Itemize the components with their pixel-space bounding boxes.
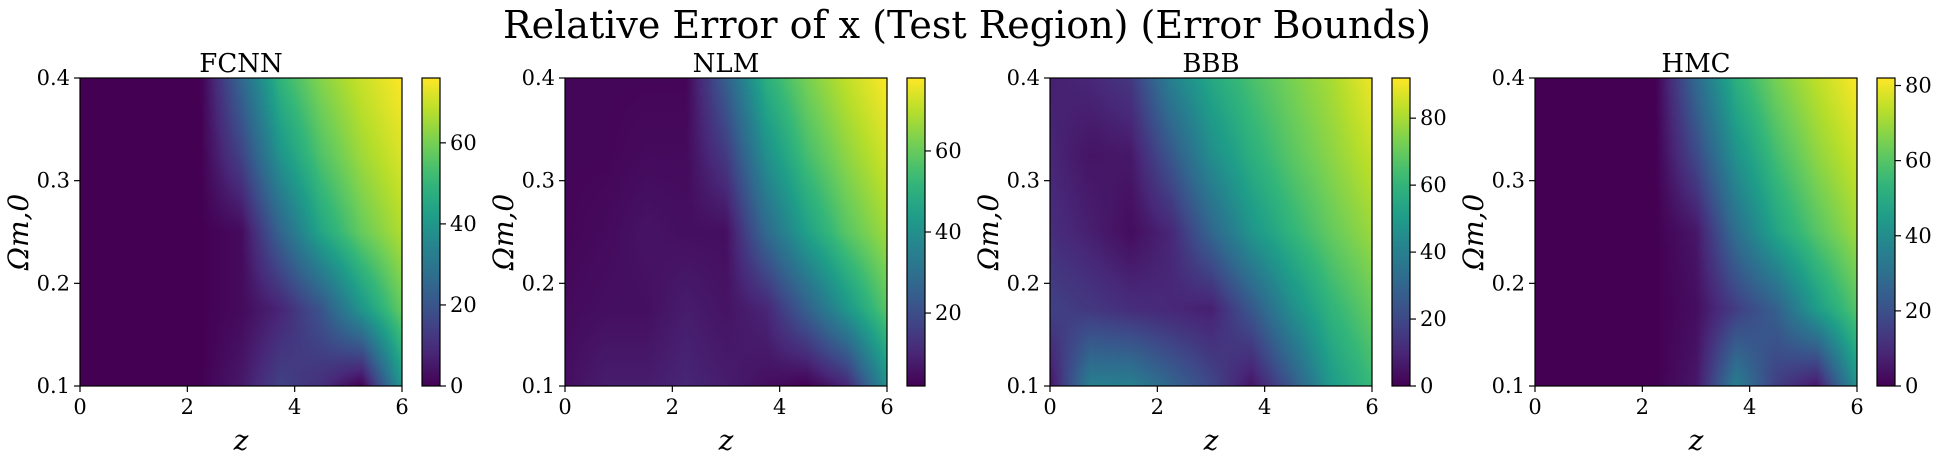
colorbar-tick-label: 60	[1905, 149, 1932, 173]
heatmap-image	[565, 78, 887, 386]
heatmap-panel-2: NLM 0 2 4 6 0.1 0.2 0.3 0.4 z Ωm,0 20 40 60	[487, 49, 962, 455]
y-tick-label: 0.3	[1007, 169, 1040, 193]
y-tick-label: 0.2	[522, 271, 555, 295]
colorbar-tick-label: 40	[935, 220, 962, 244]
y-tick-label: 0.2	[1492, 271, 1525, 295]
y-tick-label: 0.1	[1492, 374, 1525, 398]
colorbar-tick-label: 20	[935, 301, 962, 325]
panel-title: BBB	[1182, 49, 1239, 79]
heatmap-panel-4: HMC 0 2 4 6 0.1 0.2 0.3 0.4 z Ωm,0 0 20 40 60 80	[1457, 49, 1932, 455]
y-axis-label: Ωm,0	[972, 194, 1005, 271]
y-tick-label: 0.3	[1492, 169, 1525, 193]
y-axis-label: Ωm,0	[487, 194, 520, 271]
x-tick-label: 2	[181, 395, 194, 419]
colorbar-tick-label: 20	[1420, 307, 1447, 331]
x-tick-label: 6	[1850, 395, 1863, 419]
y-tick-label: 0.1	[522, 374, 555, 398]
y-tick-label: 0.3	[37, 169, 70, 193]
colorbar	[906, 77, 926, 387]
colorbar-tick-label: 0	[450, 374, 463, 398]
y-tick-label: 0.1	[1007, 374, 1040, 398]
x-tick-label: 6	[880, 395, 893, 419]
x-tick-label: 4	[1743, 395, 1756, 419]
y-tick-label: 0.2	[1007, 271, 1040, 295]
colorbar-tick-label: 80	[1420, 106, 1447, 130]
x-tick-label: 0	[1043, 395, 1056, 419]
colorbar-tick-label: 20	[450, 293, 477, 317]
colorbar-tick-label: 0	[1905, 374, 1918, 398]
x-tick-label: 2	[666, 395, 679, 419]
y-tick-label: 0.4	[1007, 66, 1040, 90]
y-tick-label: 0.1	[37, 374, 70, 398]
x-tick-label: 6	[1365, 395, 1378, 419]
colorbar-tick-label: 60	[1420, 173, 1447, 197]
colorbar-tick-label: 40	[1905, 224, 1932, 248]
y-axis-label: Ωm,0	[1457, 194, 1490, 271]
x-axis-label: z	[1688, 424, 1704, 455]
heatmap-panel-3: BBB 0 2 4 6 0.1 0.2 0.3 0.4 z Ωm,0 0 20 40 60 80	[972, 49, 1447, 455]
x-tick-label: 0	[558, 395, 571, 419]
colorbar	[421, 77, 441, 387]
heatmap-image	[1050, 78, 1372, 386]
plot-frame	[564, 77, 888, 387]
figure-title: Relative Error of x (Test Region) (Error…	[503, 3, 1431, 47]
colorbar	[1391, 77, 1411, 387]
x-tick-label: 0	[73, 395, 86, 419]
x-tick-label: 2	[1151, 395, 1164, 419]
x-tick-label: 4	[1258, 395, 1271, 419]
x-axis-label: z	[1203, 424, 1219, 455]
heatmap-image	[80, 78, 402, 386]
y-tick-label: 0.4	[522, 66, 555, 90]
panel-title: NLM	[693, 49, 760, 79]
colorbar-tick-label: 40	[1420, 240, 1447, 264]
plot-frame	[79, 77, 403, 387]
x-tick-label: 4	[773, 395, 786, 419]
colorbar-tick-label: 20	[1905, 299, 1932, 323]
heatmap-image	[1535, 78, 1857, 386]
colorbar-tick-label: 40	[450, 212, 477, 236]
panel-title: HMC	[1661, 49, 1730, 79]
x-tick-label: 2	[1636, 395, 1649, 419]
colorbar-tick-label: 80	[1905, 74, 1932, 98]
panel-title: FCNN	[199, 49, 282, 79]
y-tick-label: 0.3	[522, 169, 555, 193]
x-tick-label: 6	[395, 395, 408, 419]
x-tick-label: 0	[1528, 395, 1541, 419]
x-tick-label: 4	[288, 395, 301, 419]
colorbar-tick-label: 60	[935, 139, 962, 163]
plot-frame	[1534, 77, 1858, 387]
colorbar-tick-label: 0	[1420, 374, 1433, 398]
y-tick-label: 0.4	[1492, 66, 1525, 90]
plot-frame	[1049, 77, 1373, 387]
x-axis-label: z	[233, 424, 249, 455]
y-axis-label: Ωm,0	[2, 194, 35, 271]
y-tick-label: 0.4	[37, 66, 70, 90]
colorbar	[1876, 77, 1896, 387]
colorbar-tick-label: 60	[450, 131, 477, 155]
heatmap-panel-1: FCNN 0 2 4 6 0.1 0.2 0.3 0.4 z Ωm,0 0 20 40 60	[2, 49, 477, 455]
y-tick-label: 0.2	[37, 271, 70, 295]
x-axis-label: z	[718, 424, 734, 455]
